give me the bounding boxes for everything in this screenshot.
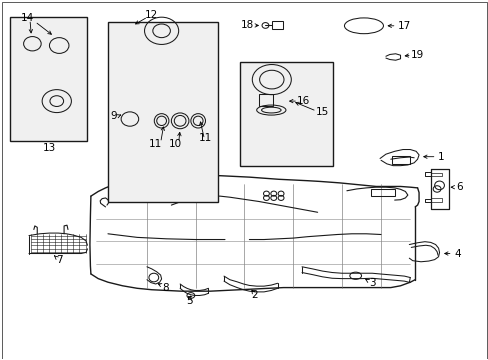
- Text: 3: 3: [368, 278, 375, 288]
- Text: 4: 4: [454, 248, 461, 258]
- Text: 11: 11: [199, 133, 212, 143]
- Text: 7: 7: [56, 255, 62, 265]
- Bar: [259, 94, 272, 107]
- Text: 12: 12: [145, 10, 158, 20]
- Bar: [391, 156, 409, 164]
- Text: 16: 16: [296, 96, 309, 106]
- Text: 13: 13: [42, 143, 56, 153]
- Text: 11: 11: [149, 139, 162, 149]
- Bar: [10, 17, 87, 140]
- Text: 9: 9: [110, 111, 117, 121]
- Text: 1: 1: [437, 152, 444, 162]
- Text: 14: 14: [21, 13, 34, 23]
- Text: 2: 2: [250, 291, 257, 301]
- Bar: [108, 22, 217, 202]
- Bar: [370, 189, 394, 197]
- Bar: [239, 62, 332, 166]
- Text: 10: 10: [168, 139, 182, 149]
- Text: 8: 8: [162, 283, 168, 293]
- Text: 6: 6: [456, 182, 463, 192]
- Text: 5: 5: [186, 296, 193, 306]
- Bar: [272, 22, 283, 30]
- Text: 15: 15: [315, 107, 328, 117]
- Text: 19: 19: [410, 50, 424, 60]
- Text: 18: 18: [240, 20, 253, 30]
- Text: 17: 17: [397, 21, 410, 31]
